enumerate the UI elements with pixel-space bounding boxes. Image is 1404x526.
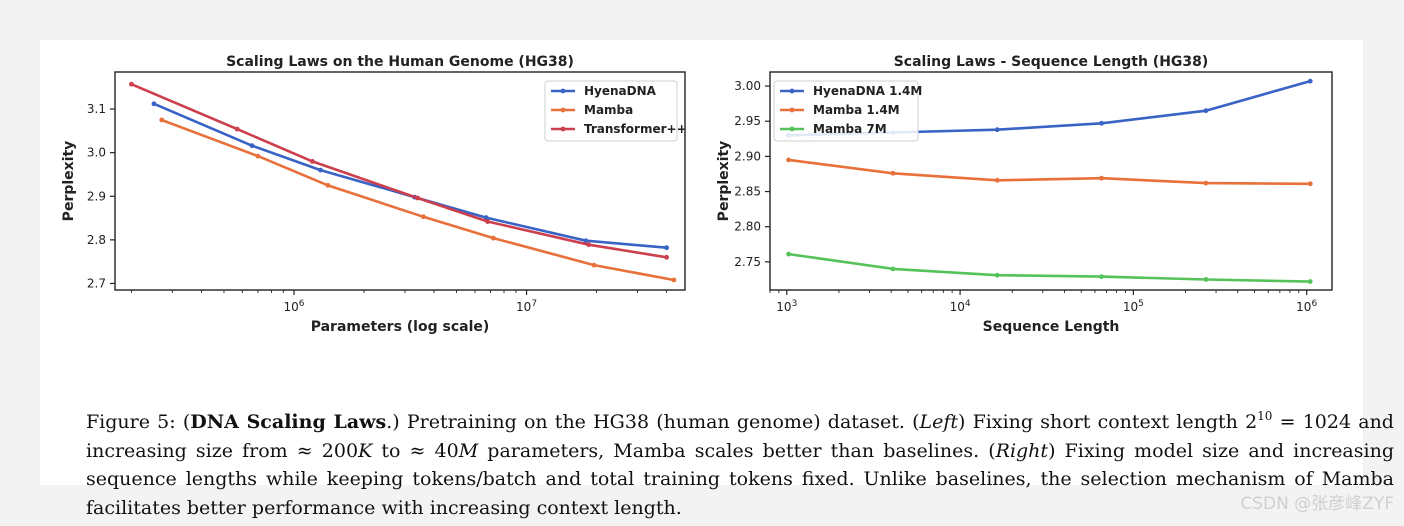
data-point xyxy=(234,126,240,132)
legend-label: Mamba xyxy=(584,103,633,117)
data-point xyxy=(890,170,896,176)
legend-box xyxy=(773,80,919,142)
legend: HyenaDNA 1.4M Mamba 1.4M Mamba 7M xyxy=(773,80,922,142)
data-point xyxy=(1203,108,1209,114)
data-point xyxy=(671,277,677,283)
data-point xyxy=(129,81,134,87)
legend-marker xyxy=(789,126,795,132)
data-point xyxy=(583,238,589,244)
y-tick-label: 2.85 xyxy=(734,185,761,199)
data-point xyxy=(159,117,165,123)
x-axis-label: Parameters (log scale) xyxy=(311,319,490,335)
data-point xyxy=(415,195,420,201)
legend-label: Transformer++ xyxy=(584,122,687,136)
figure-caption: Figure 5: (DNA Scaling Laws.) Pretrainin… xyxy=(86,408,1394,519)
data-point xyxy=(786,157,791,163)
chart-title: Scaling Laws on the Human Genome (HG38) xyxy=(226,54,574,70)
legend-label: Mamba 1.4M xyxy=(813,103,900,117)
data-point xyxy=(255,153,261,159)
data-point xyxy=(591,262,597,268)
charts-canvas: Scaling Laws on the Human Genome (HG38) 2… xyxy=(61,54,1333,335)
y-axis-label: Perplexity xyxy=(716,141,732,222)
data-point xyxy=(994,272,1000,278)
series-mamba-1-4m xyxy=(786,157,1313,187)
data-point xyxy=(664,254,669,260)
x-tick-label: 103 xyxy=(776,299,797,314)
chart-title: Scaling Laws - Sequence Length (HG38) xyxy=(894,54,1209,70)
x-tick-label: 107 xyxy=(516,299,537,314)
y-tick-label: 3.1 xyxy=(87,102,106,116)
data-point xyxy=(249,143,255,149)
data-point xyxy=(994,177,1000,183)
data-point xyxy=(1307,279,1313,284)
watermark-text: CSDN @张彦峰ZYF xyxy=(1240,494,1394,514)
legend-marker xyxy=(789,107,795,113)
x-tick-label: 106 xyxy=(283,299,304,314)
data-point xyxy=(151,101,157,107)
data-point xyxy=(309,158,315,164)
data-point xyxy=(994,127,1000,133)
y-tick-label: 2.9 xyxy=(87,189,106,203)
data-point xyxy=(318,167,323,173)
data-point xyxy=(1203,277,1209,282)
y-tick-label: 2.90 xyxy=(734,149,761,163)
series-mamba xyxy=(159,117,677,283)
data-point xyxy=(1099,274,1104,280)
y-tick-label: 3.0 xyxy=(87,146,106,160)
x-tick-label: 104 xyxy=(950,299,971,314)
caption-bold: DNA Scaling Laws xyxy=(190,411,387,433)
legend-marker xyxy=(560,107,566,113)
data-point xyxy=(786,251,791,257)
x-tick-label: 106 xyxy=(1296,299,1317,314)
data-point xyxy=(1203,180,1209,186)
data-point xyxy=(325,182,331,188)
y-axis-label: Perplexity xyxy=(61,141,77,222)
y-tick-label: 2.8 xyxy=(87,233,106,247)
series-line xyxy=(788,158,1311,186)
data-point xyxy=(664,245,669,251)
data-point xyxy=(890,266,896,272)
chart-1: Scaling Laws on the Human Genome (HG38) 2… xyxy=(61,54,687,335)
legend-marker xyxy=(560,88,566,94)
data-point xyxy=(1099,175,1104,181)
legend-label: HyenaDNA 1.4M xyxy=(813,84,922,98)
series-mamba-7m xyxy=(786,251,1313,284)
data-point xyxy=(490,235,496,241)
legend-box xyxy=(544,80,678,142)
data-point xyxy=(420,214,426,220)
x-tick-label: 105 xyxy=(1123,299,1144,314)
legend-marker xyxy=(789,88,795,94)
legend-label: Mamba 7M xyxy=(813,122,887,136)
legend-marker xyxy=(560,126,566,132)
data-point xyxy=(1307,78,1313,84)
series-line xyxy=(788,252,1311,283)
legend-label: HyenaDNA xyxy=(584,84,657,98)
y-tick-label: 2.7 xyxy=(87,276,106,290)
data-point xyxy=(485,219,491,224)
data-point xyxy=(483,215,489,221)
x-axis-label: Sequence Length xyxy=(983,319,1120,335)
plot-frame xyxy=(114,71,686,291)
series-transformer xyxy=(129,81,669,260)
data-point xyxy=(1099,120,1104,126)
y-tick-label: 2.95 xyxy=(734,114,761,128)
y-tick-label: 2.80 xyxy=(734,220,761,234)
legend: HyenaDNA Mamba Transformer++ xyxy=(544,80,687,142)
data-point xyxy=(586,242,592,248)
data-point xyxy=(1307,181,1313,187)
chart-2: Scaling Laws - Sequence Length (HG38) 2.7… xyxy=(716,54,1333,335)
plot-frame xyxy=(769,71,1333,291)
y-tick-label: 2.75 xyxy=(734,255,761,269)
y-tick-label: 3.00 xyxy=(734,79,761,93)
figure-page: Scaling Laws on the Human Genome (HG38) 2… xyxy=(40,40,1394,519)
